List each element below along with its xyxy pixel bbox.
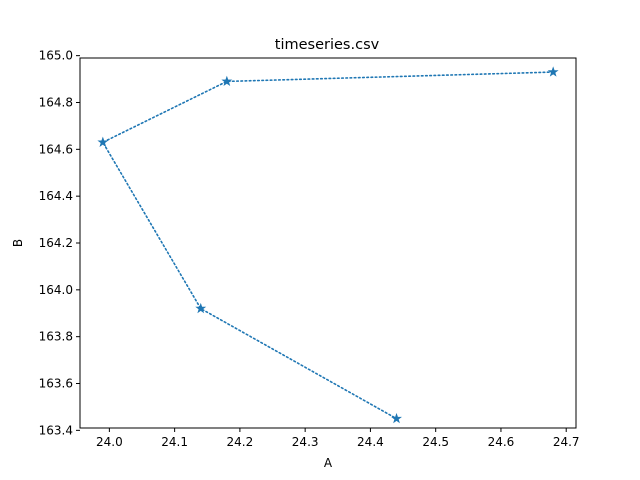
x-axis-label: A: [324, 456, 333, 470]
y-tick-label: 164.0: [39, 283, 73, 297]
plot-area: [97, 66, 559, 424]
y-tick-label: 165.0: [39, 49, 73, 63]
y-tick-label: 163.4: [39, 423, 73, 437]
x-tick-label: 24.6: [488, 435, 515, 449]
y-tick-label: 163.6: [39, 377, 73, 391]
y-tick-label: 164.6: [39, 142, 73, 156]
y-axis-label: B: [11, 239, 25, 247]
x-tick-label: 24.5: [422, 435, 449, 449]
data-point-marker: [547, 66, 559, 77]
x-axis: 24.0 24.1 24.2 24.3 24.4 24.5 24.6 24.7: [96, 428, 580, 449]
y-axis: 163.4 163.6 163.8 164.0 164.2 164.4 164.6 164.8…: [39, 49, 80, 437]
x-tick-label: 24.4: [357, 435, 384, 449]
data-point-marker: [97, 136, 109, 147]
x-tick-label: 24.7: [553, 435, 580, 449]
y-tick-label: 164.4: [39, 189, 73, 203]
x-tick-label: 24.3: [292, 435, 319, 449]
data-point-marker: [391, 412, 402, 424]
chart-title: timeseries.csv: [275, 37, 380, 53]
x-tick-label: 24.1: [161, 435, 188, 449]
x-tick-label: 24.0: [96, 435, 123, 449]
y-tick-label: 164.8: [39, 95, 73, 109]
y-tick-label: 164.2: [39, 236, 73, 250]
y-tick-label: 163.8: [39, 330, 73, 344]
plot-frame: [79, 57, 577, 429]
data-point-marker: [221, 75, 233, 87]
data-point-marker: [195, 302, 207, 314]
x-tick-label: 24.2: [227, 435, 254, 449]
series-line: [101, 71, 554, 420]
